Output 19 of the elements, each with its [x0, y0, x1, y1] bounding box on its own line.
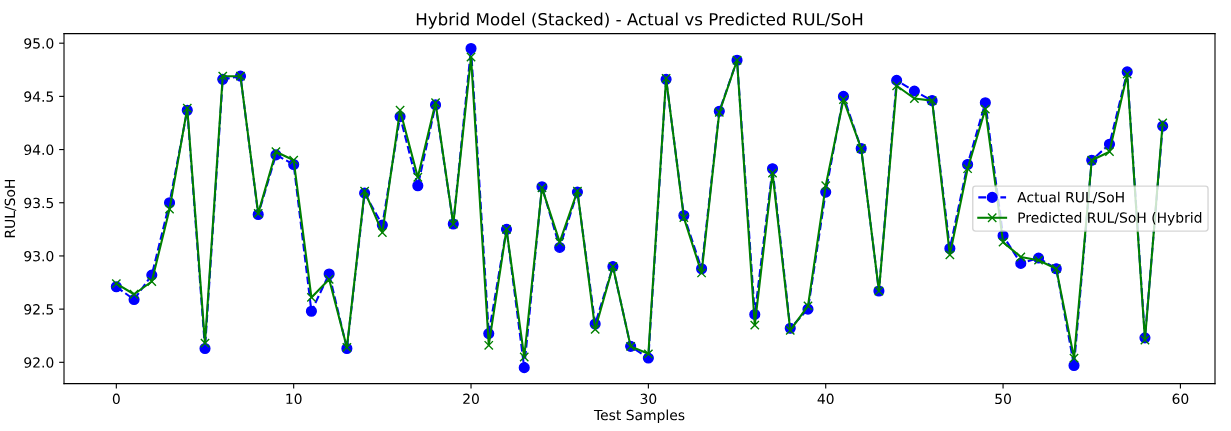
x-tick-label: 50 [995, 393, 1011, 405]
y-tick-label: 93.5 [24, 197, 54, 209]
legend-label: Actual RUL/SoH [1017, 191, 1124, 204]
x-tick-label: 60 [1172, 393, 1189, 405]
y-axis-title: RUL/SoH [4, 179, 17, 238]
chart-title: Hybrid Model (Stacked) - Actual vs Predicted RUL/SoH [416, 12, 863, 29]
y-tick-label: 94.0 [24, 144, 54, 156]
x-axis-title: Test Samples [593, 409, 685, 423]
legend-label: Predicted RUL/SoH (Hybrid [1018, 212, 1202, 226]
x-tick-label: 30 [640, 393, 657, 405]
y-tick-label: 92.0 [24, 357, 54, 368]
y-tick-label: 95.0 [24, 38, 54, 49]
x-tick-label: 10 [286, 393, 302, 405]
y-tick-label: 94.5 [24, 91, 54, 102]
x-tick-label: 40 [817, 393, 834, 405]
x-tick-label: 20 [463, 393, 479, 405]
y-tick-label: 92.5 [24, 304, 54, 315]
y-tick-label: 93.0 [24, 250, 54, 262]
x-tick-label: 0 [112, 393, 120, 405]
